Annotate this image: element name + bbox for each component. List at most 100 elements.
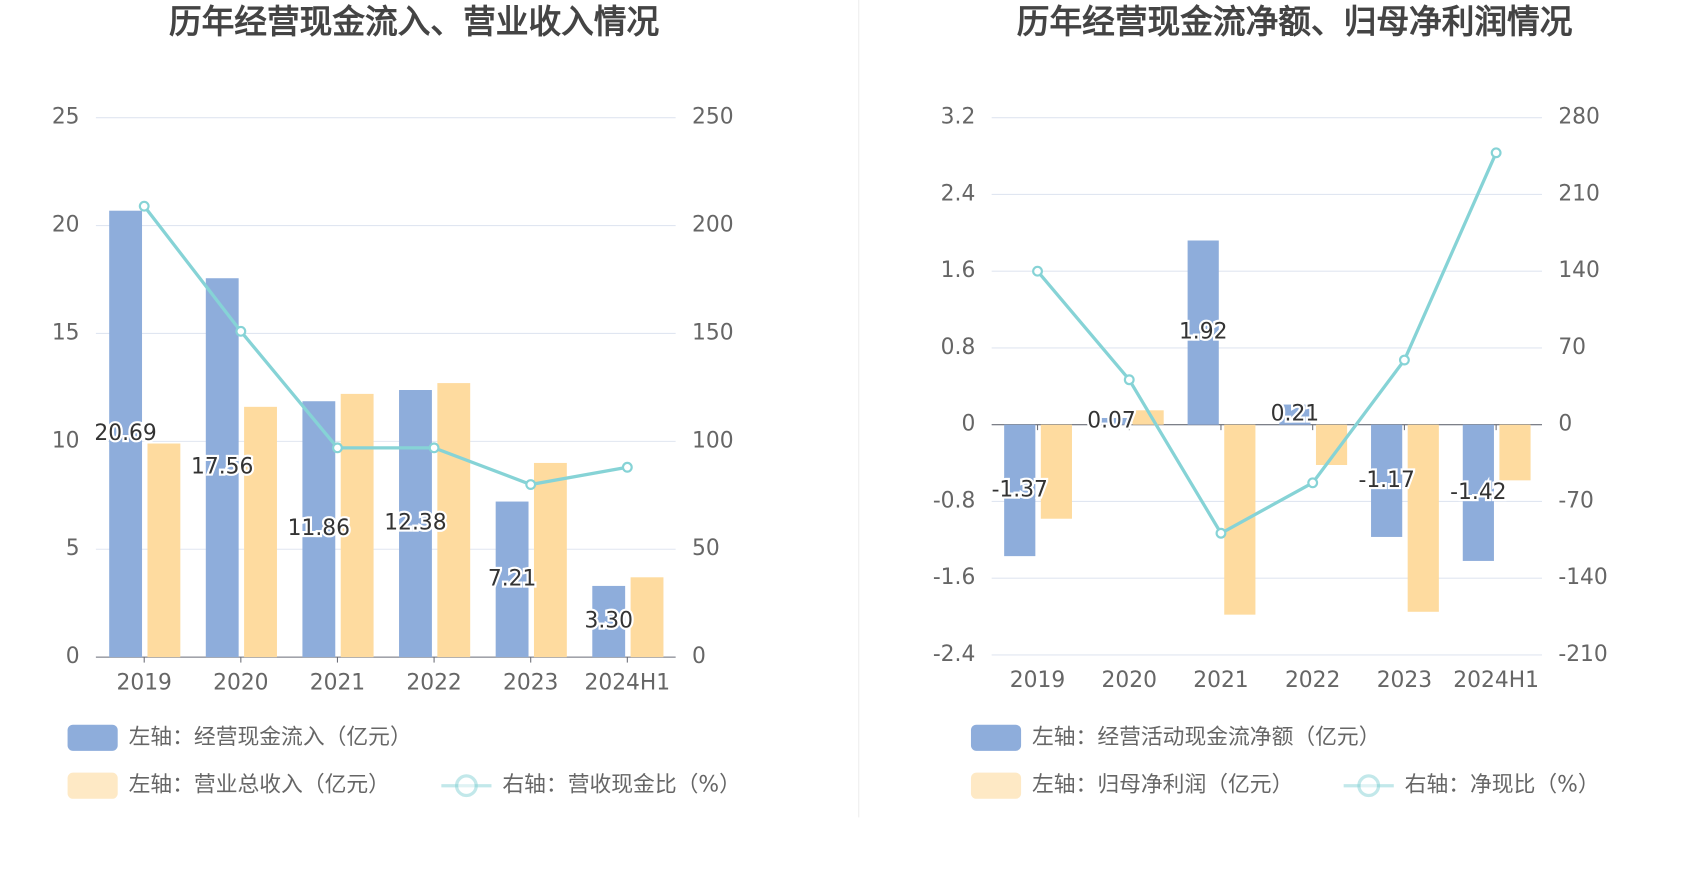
legend-swatch	[970, 772, 1022, 799]
legend-label: 左轴：经营现金流入（亿元）	[129, 725, 412, 750]
y-tick-label: 25	[52, 105, 80, 130]
y-tick-label: 15	[52, 320, 80, 345]
y2-tick-label: 150	[692, 320, 734, 345]
line-point	[1307, 477, 1319, 489]
x-tick-label: 2019	[1010, 668, 1065, 693]
line-point	[1490, 147, 1502, 159]
y2-tick-label: -140	[1558, 565, 1607, 590]
line-point	[525, 479, 537, 490]
chart-title: 历年经营现金流净额、归母净利润情况	[1017, 3, 1573, 41]
y-tick-label: 0.8	[941, 335, 976, 360]
bar	[1462, 424, 1494, 561]
x-tick-label: 2020	[213, 670, 268, 695]
y2-tick-label: 250	[692, 105, 734, 130]
legend-swatch	[67, 772, 118, 799]
line-point	[332, 442, 343, 454]
line-point	[1398, 354, 1410, 366]
x-tick-label: 2024H1	[1453, 668, 1539, 693]
x-tick-label: 2019	[116, 670, 171, 695]
y-tick-label: 1.6	[941, 258, 976, 283]
line	[1036, 152, 1498, 536]
bar	[592, 585, 626, 658]
data-label: 17.56	[191, 455, 253, 480]
bar	[147, 443, 181, 658]
legend-marker	[454, 774, 478, 798]
x-tick-label: 2022	[406, 670, 461, 695]
data-label: 1.92	[1179, 320, 1228, 345]
legend-swatch	[970, 724, 1022, 751]
line-point	[1123, 374, 1135, 386]
y-tick-label: 10	[52, 428, 80, 453]
bar	[1407, 424, 1439, 612]
y-tick-label: 0	[66, 644, 80, 669]
bar	[399, 390, 432, 658]
line	[142, 205, 628, 487]
legend-label: 左轴：归母净利润（亿元）	[1032, 773, 1293, 798]
y2-tick-label: 70	[1558, 335, 1586, 360]
legend-marker	[1357, 774, 1381, 798]
y2-tick-label: -210	[1558, 642, 1607, 667]
x-tick-label: 2023	[503, 670, 558, 695]
x-tick-label: 2020	[1102, 668, 1157, 693]
line-point	[138, 200, 150, 212]
y2-tick-label: 50	[692, 536, 720, 561]
legend-label: 左轴：营业总收入（亿元）	[129, 773, 390, 798]
line-point	[1032, 265, 1043, 277]
legend-label: 左轴：经营活动现金流净额（亿元）	[1032, 725, 1381, 750]
legend-swatch	[67, 724, 118, 751]
bar	[1187, 240, 1219, 425]
chart-title: 历年经营现金流入、营业收入情况	[169, 3, 660, 41]
y2-tick-label: 200	[692, 213, 734, 238]
bar	[1371, 424, 1403, 537]
y2-tick-label: -70	[1558, 488, 1594, 513]
data-label: 11.86	[288, 516, 350, 541]
x-tick-label: 2022	[1285, 668, 1340, 693]
bar	[244, 406, 277, 658]
data-label: -1.37	[992, 477, 1048, 502]
y-tick-label: 5	[66, 536, 80, 561]
bar	[1004, 424, 1036, 557]
bar	[437, 383, 471, 658]
data-label: -1.17	[1358, 468, 1414, 493]
line-point	[621, 461, 633, 473]
bar	[1499, 424, 1531, 481]
bar	[495, 501, 529, 658]
bar	[1224, 424, 1256, 615]
x-tick-label: 2024H1	[584, 670, 670, 695]
x-tick-label: 2023	[1377, 668, 1432, 693]
line-point	[428, 442, 440, 454]
y2-tick-label: 210	[1558, 181, 1600, 206]
y-tick-label: -1.6	[933, 565, 976, 590]
legend-label: 右轴：营收现金比（%）	[502, 773, 741, 798]
line-point	[1215, 527, 1227, 539]
bar	[205, 278, 239, 658]
line-point	[235, 325, 247, 337]
data-label: 0.21	[1271, 402, 1319, 427]
bar	[302, 401, 336, 658]
y-tick-label: 0	[961, 412, 975, 437]
bar	[533, 462, 567, 658]
data-label: -1.42	[1450, 480, 1506, 505]
bar	[1095, 417, 1128, 425]
y-tick-label: 3.2	[941, 105, 976, 130]
y2-tick-label: 0	[692, 644, 706, 669]
legend-label: 右轴：净现比（%）	[1405, 773, 1600, 798]
data-label: 12.38	[384, 511, 446, 536]
y-tick-label: -0.8	[933, 488, 976, 513]
bar	[109, 210, 143, 658]
y2-tick-label: 140	[1558, 258, 1600, 283]
bar	[630, 577, 664, 658]
bar	[1040, 424, 1072, 519]
y-tick-label: 20	[52, 213, 80, 238]
bar	[1279, 404, 1311, 425]
data-label: 7.21	[488, 566, 537, 591]
data-label: 0.07	[1087, 408, 1136, 433]
x-tick-label: 2021	[1193, 668, 1248, 693]
y2-tick-label: 100	[692, 428, 734, 453]
y2-tick-label: 280	[1558, 105, 1600, 130]
bar	[1132, 410, 1164, 425]
y2-tick-label: 0	[1558, 412, 1572, 437]
data-label: 3.30	[584, 609, 633, 634]
data-label: 20.69	[94, 421, 156, 446]
